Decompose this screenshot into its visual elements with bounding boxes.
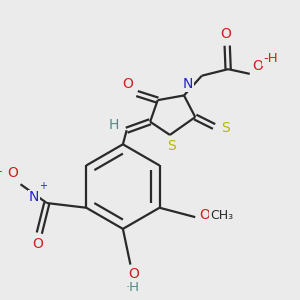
Text: N: N — [182, 77, 193, 91]
Text: +: + — [39, 181, 47, 191]
Text: O: O — [8, 166, 18, 180]
Text: S: S — [221, 121, 230, 135]
Text: -: - — [0, 165, 2, 178]
Text: O: O — [220, 27, 231, 41]
Text: H: H — [108, 118, 119, 132]
Text: O: O — [252, 59, 263, 73]
Text: O: O — [32, 237, 43, 251]
Text: CH₃: CH₃ — [210, 209, 233, 222]
Text: S: S — [167, 139, 176, 153]
Text: ·H: ·H — [125, 280, 139, 294]
Text: N: N — [28, 190, 39, 204]
Text: O: O — [199, 208, 210, 222]
Text: -H: -H — [263, 52, 278, 65]
Text: O: O — [122, 77, 133, 91]
Text: O: O — [129, 267, 140, 281]
